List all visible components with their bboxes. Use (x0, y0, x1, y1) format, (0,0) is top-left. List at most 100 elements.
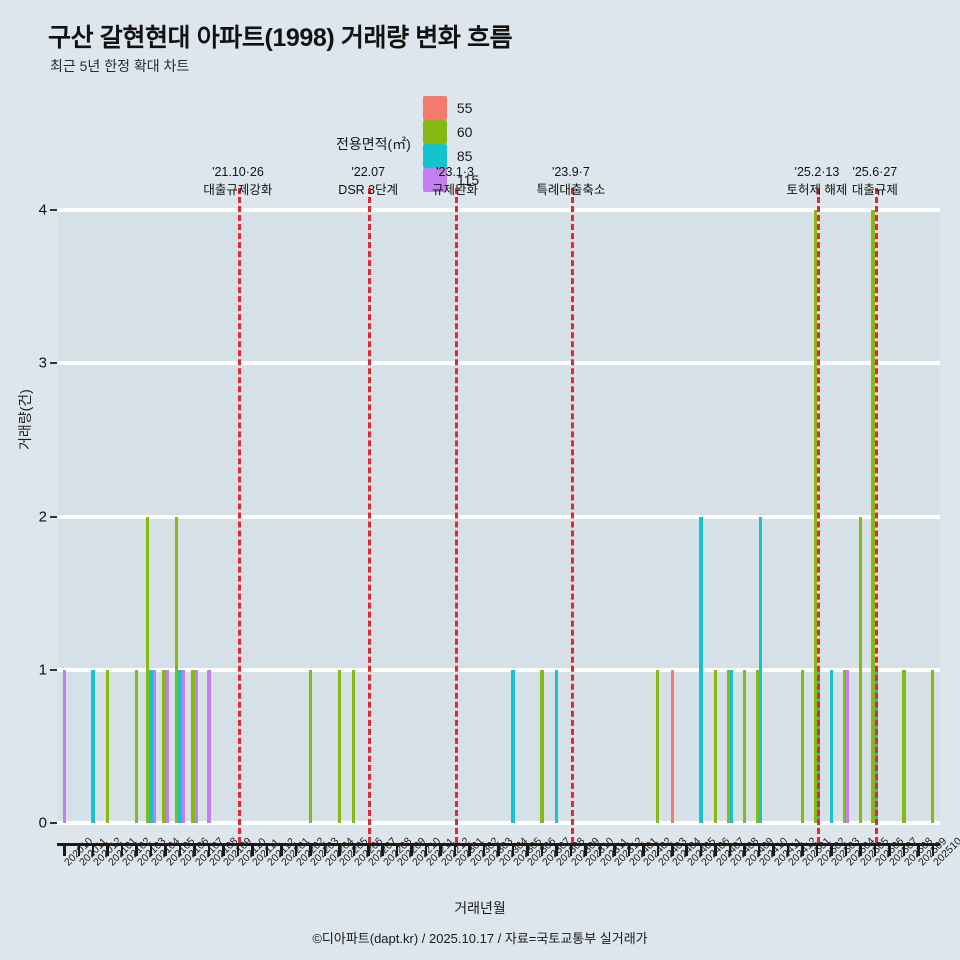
x-tick-mark (728, 843, 732, 856)
x-tick-mark (873, 843, 877, 856)
x-tick-mark (410, 843, 413, 856)
bar[interactable] (858, 516, 863, 823)
y-tick-label: 1 (38, 661, 47, 679)
x-tick-mark (627, 843, 631, 856)
bar[interactable] (755, 669, 760, 823)
x-tick-mark (468, 843, 471, 856)
x-tick-mark (338, 843, 341, 856)
bar[interactable] (902, 669, 906, 823)
bar[interactable] (759, 516, 763, 823)
bar[interactable] (670, 669, 674, 823)
legend-item-85[interactable]: 85 (422, 144, 493, 168)
x-tick-mark (917, 843, 920, 856)
bar[interactable] (178, 669, 182, 823)
bar[interactable] (511, 669, 515, 823)
x-tick-mark (280, 843, 283, 856)
y-axis-title: 거래량(건) (17, 389, 33, 450)
legend-items: 55 60 85 115 (422, 96, 499, 192)
bar[interactable] (181, 669, 186, 823)
x-tick-mark (381, 843, 384, 856)
bar[interactable] (800, 669, 805, 823)
x-tick-mark (63, 843, 66, 856)
x-tick-mark (323, 843, 327, 856)
bar[interactable] (845, 669, 850, 823)
x-tick-mark (801, 843, 804, 856)
legend-item-55[interactable]: 55 (422, 96, 493, 120)
x-tick-mark (106, 843, 109, 856)
bar[interactable] (829, 669, 834, 823)
x-tick-mark (395, 843, 399, 856)
x-tick-mark (265, 843, 269, 856)
x-tick-mark (222, 843, 225, 856)
footer-credit: ©디아파트(dapt.kr) / 2025.10.17 / 자료=국토교통부 실… (312, 931, 648, 946)
bar[interactable] (105, 669, 110, 823)
y-tick-mark (50, 209, 57, 211)
x-tick-mark (859, 843, 862, 856)
event-label: '23.9·7 특례대출축소 (536, 163, 605, 199)
legend-swatch-icon (422, 120, 447, 144)
bar[interactable] (540, 669, 544, 823)
x-axis (57, 843, 940, 856)
x-tick-mark (135, 843, 138, 856)
x-tick-mark (251, 843, 254, 856)
bar[interactable] (656, 669, 660, 823)
x-tick-mark (888, 843, 891, 856)
bar[interactable] (207, 669, 211, 823)
bar[interactable] (842, 669, 846, 823)
x-tick-mark (714, 843, 717, 856)
bar[interactable] (308, 669, 312, 823)
bar[interactable] (813, 210, 817, 823)
x-tick-mark (236, 843, 240, 856)
event-text: DSR 3단계 (338, 183, 399, 198)
y-tick-mark (50, 822, 57, 824)
bar[interactable] (931, 669, 935, 823)
y-tick-label: 4 (38, 201, 47, 219)
event-label: '23.1·3 규제완화 (432, 163, 478, 199)
bar[interactable] (352, 669, 356, 823)
bar[interactable] (162, 669, 166, 823)
x-tick-mark (453, 843, 457, 856)
bar[interactable] (554, 669, 559, 823)
event-label: '25.6·27 대출규제 (852, 163, 898, 199)
x-tick-mark (757, 843, 761, 856)
x-tick-mark (584, 843, 587, 856)
bar[interactable] (191, 669, 195, 823)
x-tick-mark (540, 843, 544, 856)
x-tick-mark (671, 843, 674, 856)
bar[interactable] (337, 669, 341, 823)
bar[interactable] (134, 669, 139, 823)
x-tick-mark (294, 843, 298, 856)
event-text: 특례대출축소 (536, 183, 606, 198)
legend-item-60[interactable]: 60 (422, 120, 493, 144)
bar[interactable] (713, 669, 718, 823)
bar[interactable] (742, 669, 747, 823)
x-tick-mark (207, 843, 211, 856)
bar[interactable] (699, 516, 703, 823)
x-tick-mark (598, 843, 602, 856)
legend-label: 60 (456, 124, 473, 140)
bar[interactable] (91, 669, 95, 823)
bar[interactable] (730, 669, 734, 823)
event-text: 대출규제강화 (203, 183, 273, 198)
bar[interactable] (871, 210, 875, 823)
bar[interactable] (62, 669, 66, 823)
gridline (57, 361, 940, 366)
legend-item-115[interactable]: 115 (422, 168, 493, 192)
bar[interactable] (726, 669, 731, 823)
x-tick-mark (931, 843, 935, 856)
x-tick-mark (815, 843, 819, 856)
bar[interactable] (152, 669, 157, 823)
y-tick-label: 0 (38, 814, 47, 832)
bar[interactable] (149, 669, 153, 823)
y-tick-mark (50, 668, 57, 671)
x-tick-mark (613, 843, 616, 856)
x-tick-mark (569, 843, 573, 856)
y-tick-mark (50, 362, 57, 365)
bar[interactable] (174, 516, 179, 823)
x-tick-mark (482, 843, 486, 856)
event-text: 대출규제 (851, 183, 898, 198)
bar[interactable] (194, 669, 198, 823)
bar[interactable] (165, 669, 169, 823)
bar[interactable] (145, 516, 150, 823)
